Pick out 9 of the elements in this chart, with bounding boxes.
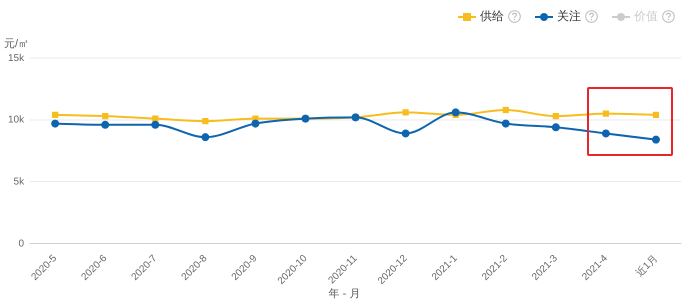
legend-label: 关注 bbox=[557, 8, 581, 25]
legend-label: 供给 bbox=[480, 8, 504, 25]
y-tick-label: 5k bbox=[14, 176, 26, 188]
y-tick-label: 10k bbox=[8, 114, 26, 126]
x-axis-title: 年 - 月 bbox=[328, 287, 362, 301]
y-axis-title: 元/㎡ bbox=[4, 37, 30, 51]
y-tick-label: 15k bbox=[8, 52, 26, 64]
y-tick-label: 0 bbox=[18, 238, 25, 250]
x-tick-label: 近1月 bbox=[633, 252, 660, 279]
